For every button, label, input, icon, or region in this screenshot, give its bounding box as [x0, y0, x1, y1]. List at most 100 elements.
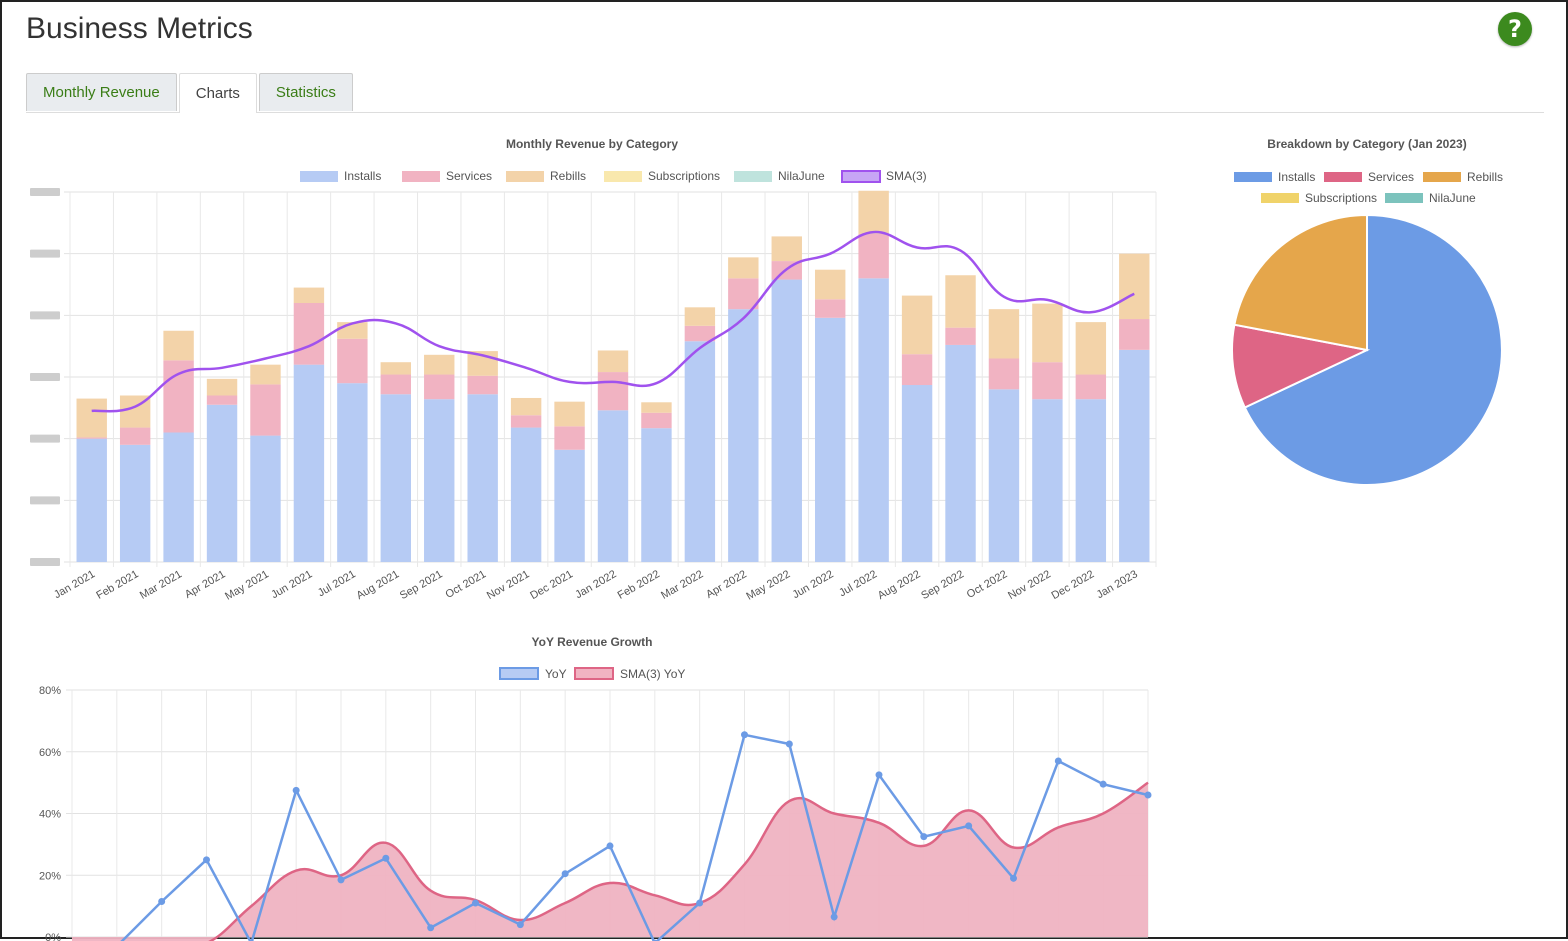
sma-yoy-area: [72, 782, 1148, 941]
pie-slices: [1231, 213, 1503, 486]
bar-x-tick-label: Oct 2022: [965, 568, 1010, 601]
bar-installs: [206, 404, 238, 562]
bar-x-tick-label: Jan 2023: [1095, 568, 1140, 601]
help-icon[interactable]: ?: [1498, 12, 1532, 46]
yoy-y-tick-label: 80%: [39, 685, 61, 697]
bar-services: [293, 303, 325, 365]
bar-services: [510, 415, 542, 428]
legend-swatch-sma-3-: [841, 170, 881, 183]
yoy-point: [606, 842, 614, 850]
bar-services: [684, 325, 716, 342]
bar-installs: [554, 449, 585, 562]
bar-services: [250, 384, 281, 436]
bar-services: [119, 427, 151, 445]
bar-installs: [597, 410, 629, 562]
bar-x-tick-label: Aug 2021: [355, 568, 402, 602]
bar-x-tick-label: May 2022: [744, 568, 792, 603]
bar-services: [641, 412, 672, 429]
pie-legend-label: Services: [1368, 170, 1414, 184]
bar-series-group: [76, 190, 1150, 562]
bar-installs: [641, 428, 672, 562]
yoy-y-tick-label: 20%: [39, 870, 61, 882]
sma-yoy-line: [208, 781, 1149, 941]
bar-installs: [1075, 399, 1107, 562]
bar-installs: [293, 364, 325, 562]
pie-legend-label: Installs: [1278, 170, 1315, 184]
bar-x-tick-label: Sep 2021: [398, 568, 445, 602]
yoy-point: [337, 876, 345, 884]
bar-rebills: [988, 309, 1020, 359]
tab-charts[interactable]: Charts: [178, 73, 257, 113]
yoy-point: [1010, 874, 1017, 882]
bar-chart-grid: [30, 188, 1157, 567]
yoy-point: [741, 731, 748, 739]
bar-rebills: [76, 398, 107, 438]
bar-installs: [424, 399, 455, 562]
bar-services: [337, 338, 368, 384]
pie-legend: Installs Services Rebills Subscriptions Nila…: [1234, 170, 1503, 205]
bar-installs: [337, 383, 368, 562]
yoy-point: [1099, 780, 1107, 788]
yoy-point: [561, 870, 569, 878]
bar-x-tick-label: Feb 2022: [616, 568, 662, 602]
legend-swatch-yoy: [499, 667, 539, 680]
page-title: Business Metrics: [26, 12, 253, 45]
yoy-point: [203, 856, 210, 864]
pie-legend-swatch: [1234, 172, 1272, 182]
pie-legend-swatch: [1385, 193, 1423, 203]
bar-x-tick-label: Aug 2022: [876, 568, 923, 602]
legend-label: Subscriptions: [648, 169, 720, 183]
tab-statistics[interactable]: Statistics: [258, 73, 353, 111]
yoy-point: [965, 822, 973, 830]
bar-x-tick-label: Mar 2022: [659, 568, 705, 602]
yoy-point: [785, 740, 793, 748]
legend-swatch-installs: [300, 171, 338, 182]
pie-chart-title: Breakdown by Category (Jan 2023): [1267, 137, 1466, 151]
bar-rebills: [945, 275, 976, 328]
tab-bar: Monthly Revenue Charts Statistics: [26, 73, 1544, 113]
bar-services: [945, 327, 976, 345]
bar-rebills: [858, 190, 889, 234]
bar-rebills: [554, 401, 585, 427]
bar-installs: [858, 278, 889, 562]
bar-services: [1119, 319, 1150, 350]
yoy-legend: YoY SMA(3) YoY: [499, 667, 685, 681]
bar-x-tick-label: Dec 2021: [528, 568, 575, 602]
bar-services: [1075, 374, 1107, 400]
bar-x-tick-label: Apr 2022: [704, 568, 749, 601]
bar-installs: [510, 427, 542, 562]
pie-legend-swatch: [1324, 172, 1362, 182]
bar-x-tick-label: Jan 2022: [573, 568, 618, 601]
redacted-y-tick: [30, 558, 60, 566]
yoy-point: [830, 913, 838, 921]
bar-rebills: [1032, 303, 1063, 363]
bar-x-tick-label: Oct 2021: [444, 568, 489, 601]
redacted-y-tick: [30, 496, 60, 505]
bar-installs: [250, 435, 281, 562]
yoy-y-tick-label: 0%: [45, 932, 61, 941]
legend-label: Rebills: [550, 169, 586, 183]
bar-x-tick-label: Feb 2021: [94, 568, 140, 602]
bar-installs: [728, 309, 759, 562]
bar-rebills: [424, 354, 455, 375]
bar-services: [424, 374, 455, 400]
bar-services: [858, 233, 889, 279]
legend-swatch-rebills: [506, 171, 544, 182]
bar-rebills: [163, 330, 194, 361]
bar-services: [988, 358, 1020, 390]
legend-label: SMA(3) YoY: [620, 667, 685, 681]
bar-services: [76, 437, 107, 439]
bar-installs: [814, 317, 846, 562]
bar-installs: [380, 394, 412, 562]
bar-rebills: [380, 362, 412, 375]
tab-monthly-revenue[interactable]: Monthly Revenue: [26, 73, 177, 111]
bar-x-tick-label: Jun 2022: [790, 568, 835, 601]
bar-services: [1032, 362, 1063, 400]
sma-line: [91, 230, 1135, 413]
pie-slice-installs: [1243, 213, 1503, 486]
bar-x-tick-label: May 2021: [223, 568, 271, 603]
pie-legend-swatch: [1261, 193, 1299, 203]
bar-services: [380, 374, 412, 395]
bar-rebills: [1075, 322, 1107, 375]
